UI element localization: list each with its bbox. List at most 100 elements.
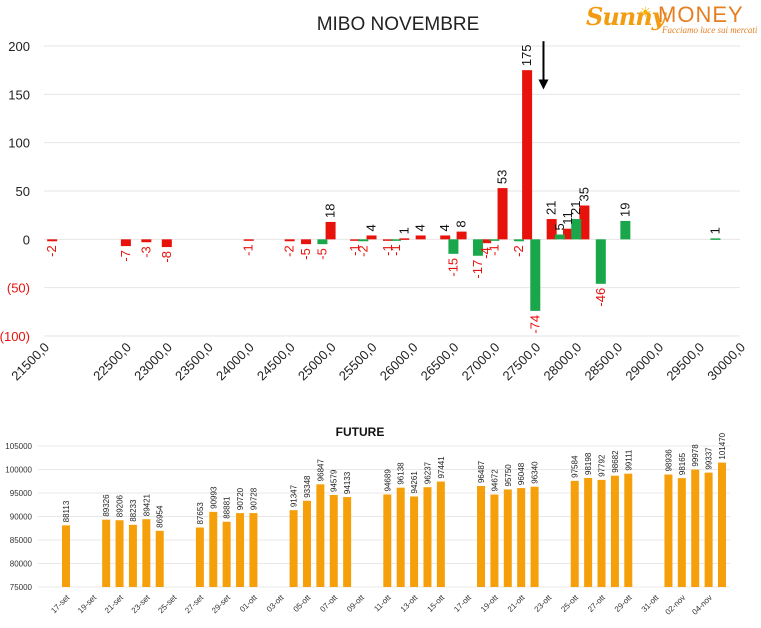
future-value-label: 96340: [531, 461, 540, 484]
mibo-x-tick-label: 24000,0: [213, 340, 257, 384]
mibo-gridlines: [44, 45, 740, 337]
mibo-x-tick-label: 26000,0: [377, 340, 421, 384]
mibo-data-labels: -2 -7 -3 -8-1 -2 -518-14-11 4 48-453175211135-5…: [44, 44, 722, 333]
future-value-label: 89421: [142, 493, 151, 516]
mibo-x-tick-label: 27500,0: [500, 340, 544, 384]
future-bar: [302, 500, 311, 587]
mibo-y-tick-label: (50): [7, 281, 30, 296]
future-x-tick-label: 01-ott: [238, 593, 259, 614]
future-bar: [477, 486, 486, 587]
future-bar: [410, 496, 419, 587]
mibo-data-label: -1: [241, 244, 256, 256]
future-x-tick-label: 11-ott: [372, 593, 393, 614]
mibo-bar: [472, 239, 483, 256]
mibo-bar: [563, 228, 574, 240]
mibo-data-label: -5: [298, 248, 313, 260]
future-value-label: 94672: [490, 469, 499, 492]
logo-tagline: Facciamo luce sui mercati: [662, 25, 758, 35]
sunny-money-logo: Sunny ☀ MONEY Facciamo luce sui mercati: [586, 2, 758, 36]
mibo-data-label: 19: [617, 202, 632, 216]
future-value-label: 91347: [290, 484, 299, 507]
future-y-tick-label: 100000: [5, 466, 32, 475]
future-x-tick-label: 15-ott: [425, 593, 446, 614]
future-bar: [610, 475, 619, 587]
future-bar: [570, 480, 579, 587]
mibo-data-label: -4: [478, 247, 493, 259]
mibo-bar: [325, 221, 336, 240]
future-value-label: 99978: [691, 444, 700, 467]
mibo-bar: [243, 239, 254, 241]
mibo-x-tick-label: 25000,0: [295, 340, 339, 384]
future-bar: [704, 472, 713, 587]
future-value-label: 96487: [477, 460, 486, 483]
mibo-y-tick-label: 100: [8, 136, 30, 151]
future-value-label: 94689: [383, 469, 392, 492]
mibo-data-label: -17: [470, 260, 485, 279]
mibo-data-label: 18: [323, 203, 338, 217]
logo-brand-money: MONEY: [658, 2, 744, 27]
mibo-data-label: -3: [138, 246, 153, 258]
future-bar: [503, 489, 512, 587]
future-bar: [142, 519, 151, 587]
future-bar: [691, 469, 700, 587]
future-bar: [624, 473, 633, 587]
future-y-tick-label: 75000: [10, 583, 33, 592]
mibo-bar: [481, 239, 492, 244]
future-bar: [209, 511, 218, 587]
sun-icon: ☀: [639, 4, 652, 20]
future-chart: FUTURE 75000 80000 85000 90000 95000 100000 10…: [5, 425, 730, 617]
mibo-x-axis: 21500,0 22500,023000,023500,024000,024500…: [8, 340, 748, 384]
future-x-tick-label: 29-set: [210, 593, 233, 616]
future-bar: [677, 478, 686, 587]
mibo-bar: [350, 239, 361, 241]
future-x-tick-label: 07-ott: [318, 593, 339, 614]
future-bar: [530, 486, 539, 587]
mibo-bar: [366, 235, 377, 240]
future-value-label: 99111: [624, 449, 633, 471]
mibo-x-tick-label: 29500,0: [663, 340, 707, 384]
mibo-bar: [620, 220, 631, 240]
future-value-label: 87653: [196, 502, 205, 525]
mibo-data-label: -2: [44, 245, 59, 257]
future-value-labels: 88113 89326 89206 88233 89421 86954 87653 90993…: [62, 432, 727, 527]
future-chart-title: FUTURE: [336, 425, 385, 439]
mibo-data-label: 35: [576, 187, 591, 201]
future-x-tick-label: 13-ott: [399, 593, 420, 614]
future-x-tick-label: 25-set: [156, 593, 179, 616]
future-value-label: 90728: [249, 487, 258, 510]
future-value-label: 97792: [598, 454, 607, 477]
future-x-tick-label: 09-ott: [345, 593, 366, 614]
future-value-label: 89326: [102, 494, 111, 517]
future-value-label: 93348: [303, 475, 312, 498]
future-bar: [236, 513, 245, 587]
future-value-label: 96847: [316, 459, 325, 482]
mibo-y-tick-label: 0: [23, 232, 30, 247]
mibo-data-label: 1: [396, 227, 411, 234]
future-value-label: 97584: [571, 455, 580, 478]
future-bar: [436, 481, 445, 587]
mibo-bar: [571, 219, 582, 240]
future-bars: [62, 462, 726, 587]
future-y-tick-label: 90000: [10, 513, 33, 522]
mibo-y-tick-label: (100): [0, 329, 30, 344]
future-bar: [102, 519, 111, 587]
future-bar: [664, 474, 673, 587]
mibo-bar: [456, 231, 467, 240]
mibo-bar: [546, 219, 557, 240]
future-value-label: 94261: [410, 471, 419, 494]
future-value-label: 98165: [678, 452, 687, 475]
mibo-data-label: -5: [314, 248, 329, 260]
future-bar: [316, 484, 325, 587]
future-x-tick-label: 17-ott: [452, 593, 473, 614]
mibo-data-label: 4: [364, 224, 379, 231]
future-value-label: 88233: [129, 499, 138, 522]
future-x-tick-label: 27-set: [183, 593, 206, 616]
mibo-data-label: -74: [527, 315, 542, 334]
mibo-bar: [415, 235, 426, 240]
mibo-data-label: -15: [445, 258, 460, 277]
mibo-bar: [120, 239, 131, 247]
mibo-bar: [554, 234, 565, 240]
mibo-data-label: -8: [159, 251, 174, 263]
future-value-label: 94579: [330, 469, 339, 492]
